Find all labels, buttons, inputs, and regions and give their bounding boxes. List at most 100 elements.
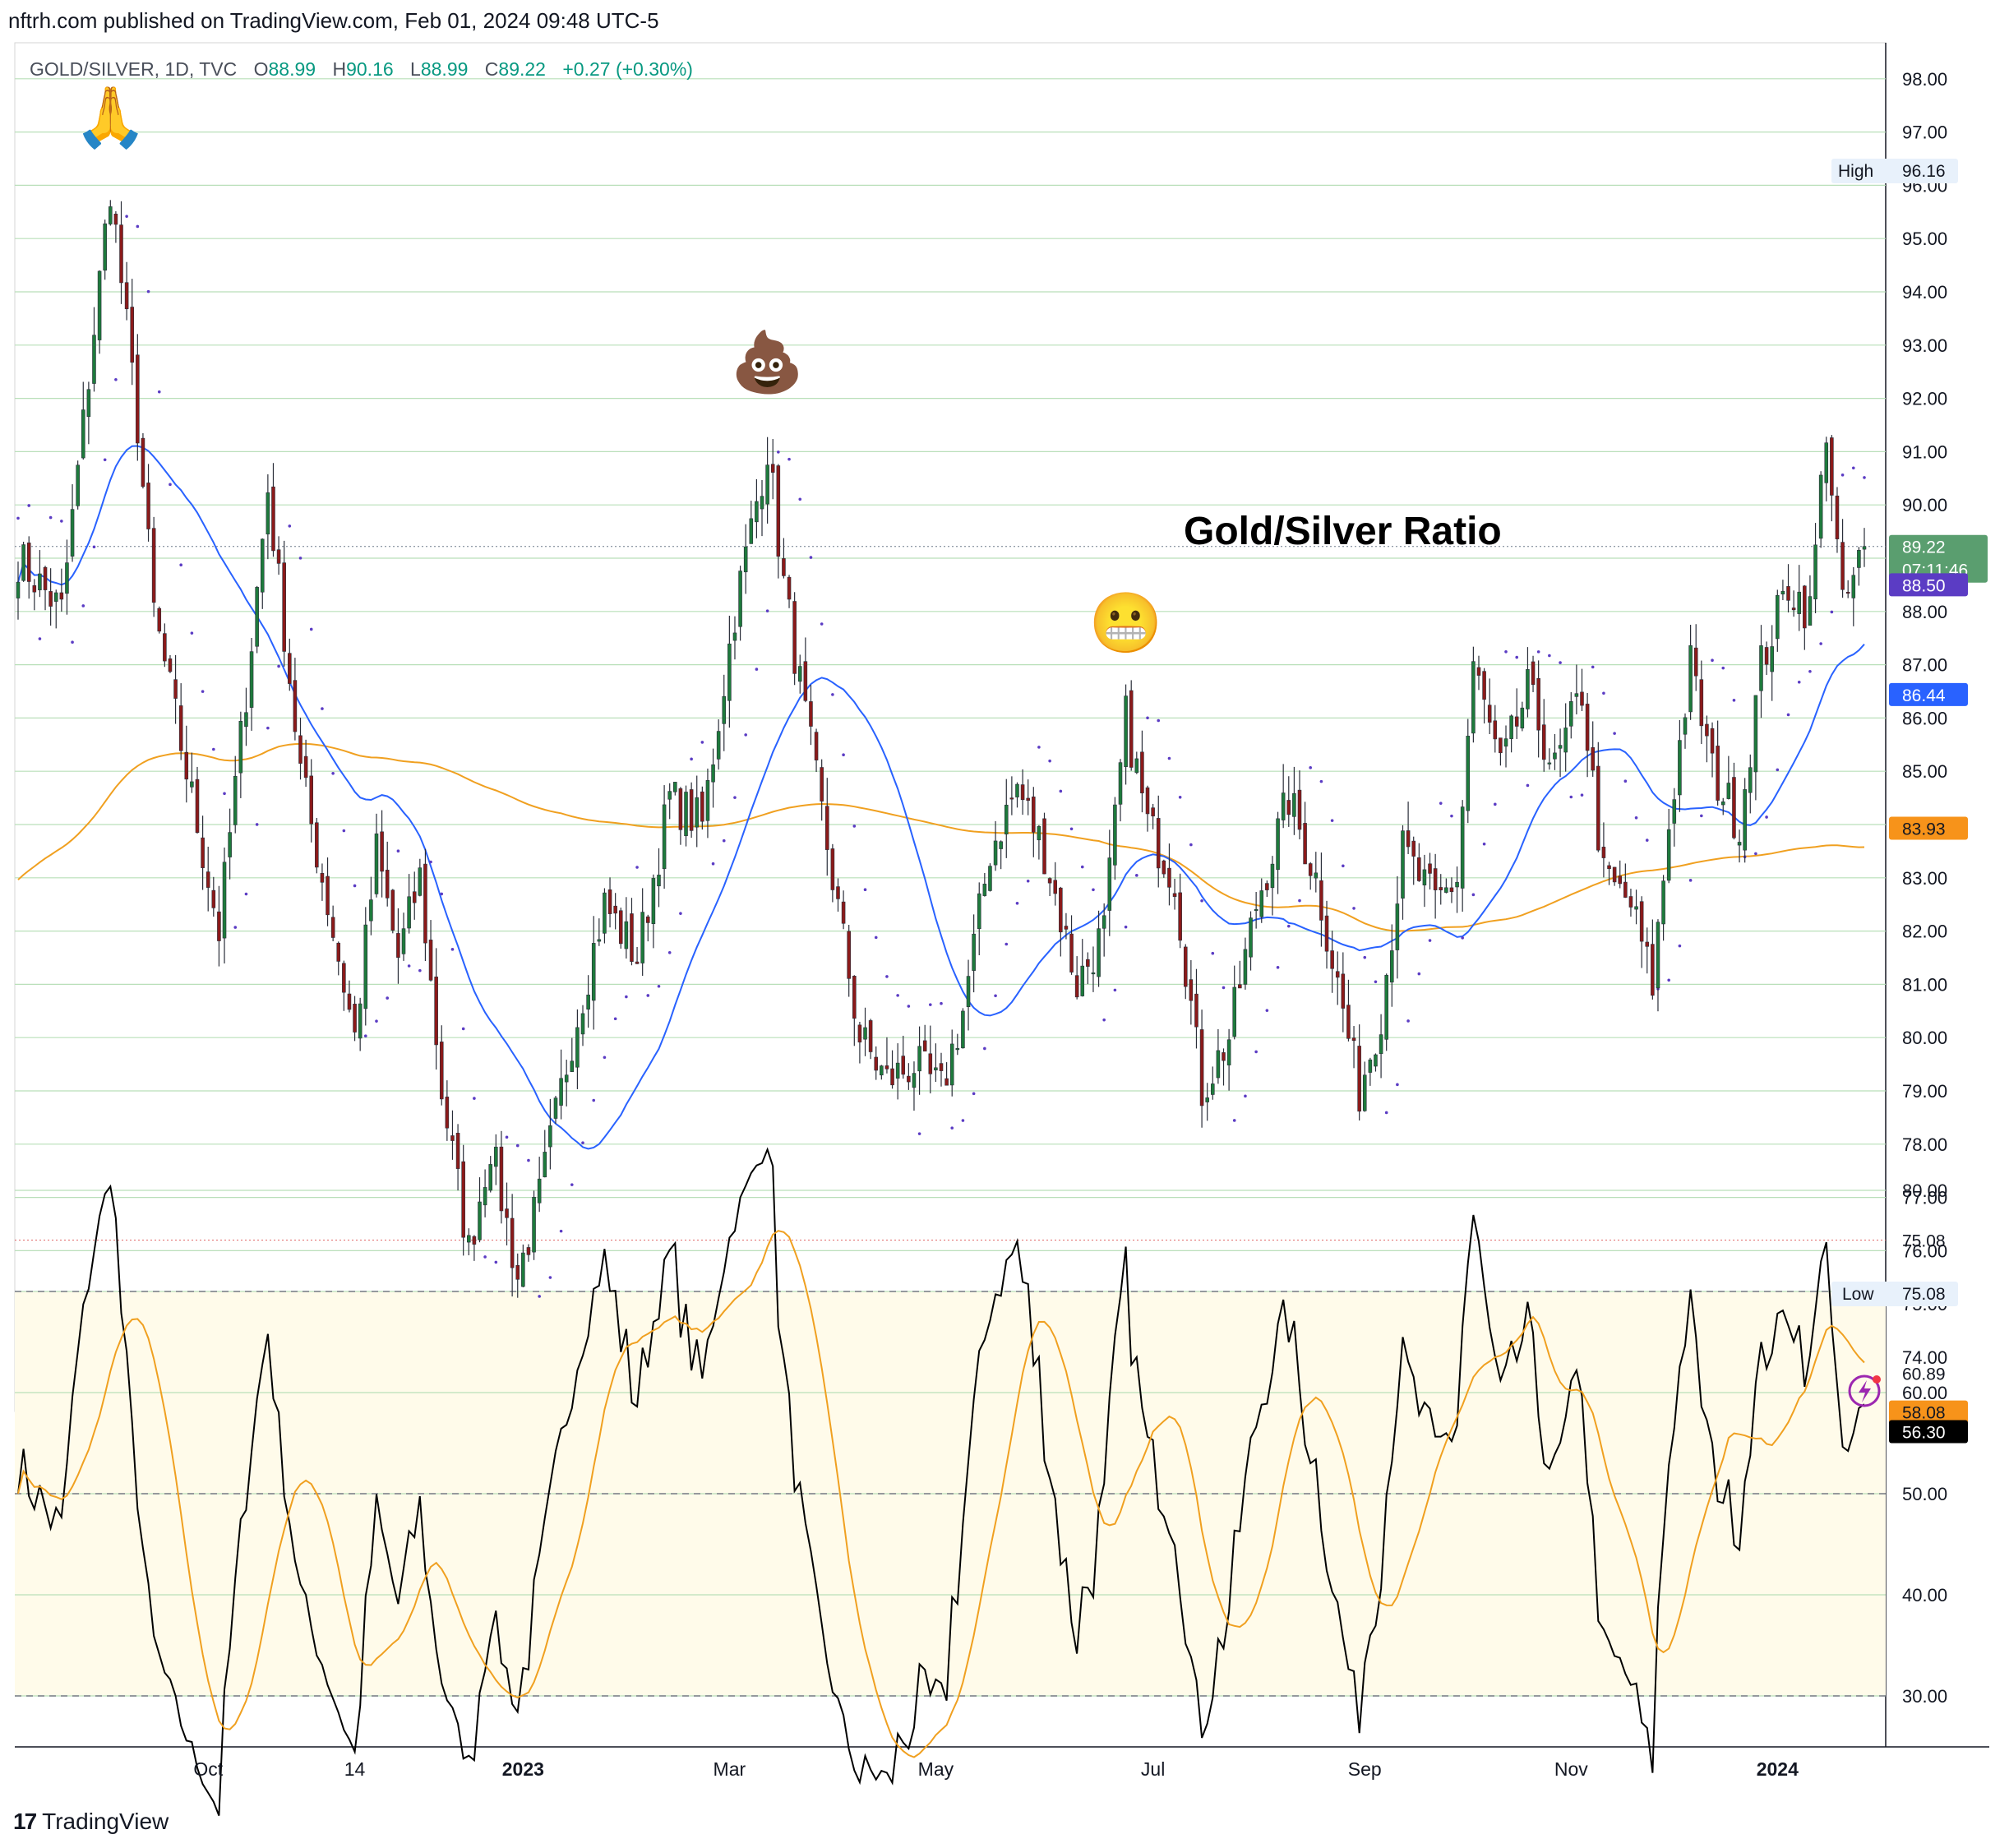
candle <box>657 848 661 908</box>
candle <box>434 948 438 1070</box>
candle <box>1683 713 1688 749</box>
candle <box>1004 778 1009 858</box>
candle <box>494 1134 498 1185</box>
candle <box>607 877 612 928</box>
candle <box>1541 699 1546 772</box>
candle <box>1705 715 1709 763</box>
candle <box>912 1061 917 1111</box>
candle <box>249 638 254 731</box>
candle <box>1770 625 1774 701</box>
psar-dot <box>1721 666 1725 670</box>
psar-dot <box>1450 814 1453 818</box>
candle <box>1303 802 1307 865</box>
lightning-icon[interactable] <box>1848 1374 1881 1407</box>
psar-dot <box>1439 802 1443 805</box>
psar-dot <box>1494 802 1497 806</box>
candle <box>1259 878 1264 923</box>
candle <box>1216 1028 1221 1084</box>
candle <box>407 874 411 934</box>
psar-dot <box>1851 466 1855 470</box>
candle <box>217 885 221 967</box>
psar-dot <box>852 825 857 828</box>
psar-dot <box>440 892 444 896</box>
ma200-value: 83.93 <box>1902 820 1946 839</box>
psar-dot <box>1059 789 1063 793</box>
psar-dot <box>505 1135 509 1139</box>
psar-dot <box>722 839 726 843</box>
price-tick-label: 76.00 <box>1902 1240 1947 1261</box>
ma50-tag: 86.44 <box>1889 682 1968 706</box>
psar-dot <box>1667 978 1670 982</box>
candle <box>119 201 123 304</box>
candle <box>38 550 42 598</box>
psar-dot <box>1189 843 1193 847</box>
candle <box>130 279 135 386</box>
candle <box>1286 776 1291 827</box>
candle <box>613 893 617 930</box>
psar-dot <box>657 984 661 988</box>
psar-dot <box>1819 642 1822 645</box>
candle <box>1232 965 1236 1040</box>
candle <box>646 914 650 942</box>
psar-dot <box>917 1132 921 1135</box>
candle <box>374 813 379 898</box>
psar-dot <box>1092 888 1095 892</box>
psar-dot <box>570 1183 574 1186</box>
candle <box>1476 655 1481 691</box>
candle <box>755 478 759 538</box>
candle <box>1428 852 1432 890</box>
psar-dot <box>1776 768 1780 772</box>
candle <box>1688 625 1693 720</box>
psar-dot <box>1080 865 1084 869</box>
candle <box>1341 952 1346 1033</box>
rsi-path <box>17 1147 1865 1816</box>
psar-dot <box>1634 815 1638 820</box>
candle <box>1167 843 1171 906</box>
candle <box>830 843 835 903</box>
tradingview-logo[interactable]: 17 TradingView <box>13 1809 169 1835</box>
candle <box>1113 797 1117 880</box>
candle <box>640 888 644 977</box>
candle <box>1813 523 1817 614</box>
candle <box>1509 714 1513 753</box>
candle <box>809 685 813 746</box>
psar-dot <box>1765 815 1768 819</box>
candle <box>1574 664 1579 715</box>
candle <box>1520 701 1525 732</box>
candle <box>922 1024 927 1052</box>
candle <box>820 759 824 821</box>
psar-dot <box>613 1017 617 1021</box>
candle <box>928 1025 933 1094</box>
candle <box>847 925 851 997</box>
psar-dot <box>136 224 140 229</box>
candle <box>369 876 373 936</box>
candle <box>1020 769 1025 815</box>
candle <box>1840 519 1845 598</box>
candle <box>1276 811 1280 894</box>
candle <box>86 381 91 445</box>
psar-dot <box>1786 713 1790 717</box>
price-tick-label: 97.00 <box>1902 122 1947 143</box>
candle <box>662 785 667 889</box>
candle <box>222 848 227 963</box>
time-tick-label: 2024 <box>1757 1758 1799 1780</box>
psar-dot <box>1232 1119 1236 1122</box>
price-tick-label: 86.00 <box>1902 708 1947 728</box>
candle <box>1482 668 1486 724</box>
candle <box>824 778 829 876</box>
candle <box>1623 863 1628 899</box>
candle <box>168 654 173 673</box>
candle <box>1439 874 1443 905</box>
time-tick-label: 14 <box>344 1758 366 1780</box>
psar-dot <box>1276 966 1280 969</box>
candle <box>1444 878 1448 894</box>
emoji-marker: 🙏 <box>73 82 147 151</box>
price-tick-label: 93.00 <box>1902 335 1947 356</box>
candle <box>320 863 325 901</box>
psar-dot <box>603 1056 607 1060</box>
psar-dot <box>277 664 280 668</box>
candle <box>195 766 200 834</box>
candle <box>298 717 303 780</box>
candle <box>982 873 987 897</box>
